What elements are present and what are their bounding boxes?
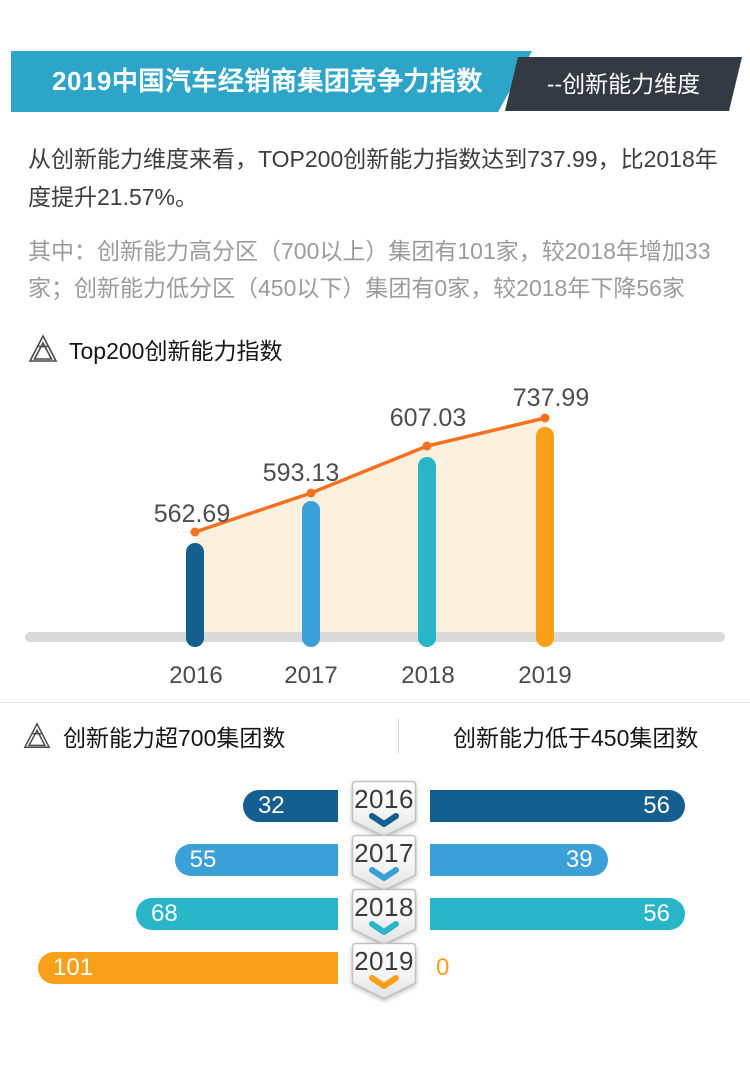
high-value-2017: 55 <box>189 846 217 873</box>
badge-year-label: 2016 <box>354 784 414 814</box>
high-groups-title: 创新能力超700集团数 <box>63 725 286 751</box>
x-tick-2016: 2016 <box>169 662 222 689</box>
intro-section: 从创新能力维度来看，TOP200创新能力指数达到737.99，比2018年度提升… <box>0 126 750 307</box>
high-value-2016: 32 <box>257 792 285 819</box>
section-divider <box>0 702 750 703</box>
intro-paragraph-1: 从创新能力维度来看，TOP200创新能力指数达到737.99，比2018年度提升… <box>28 146 718 210</box>
row-2017: 55 2017 39 <box>0 833 750 892</box>
high-bar-2018: 68 <box>136 898 338 930</box>
value-label-2016: 562.69 <box>154 500 230 528</box>
low-value-2016: 56 <box>643 792 670 819</box>
chevron-down-icon <box>369 975 399 989</box>
intro-paragraph-2: 其中：创新能力高分区（700以上）集团有101家，较2018年增加33家；创新能… <box>28 238 711 301</box>
low-bar-2016: 56 <box>430 790 685 822</box>
low-value-2018: 56 <box>643 900 670 927</box>
bar-2016 <box>186 543 204 647</box>
index-chart-title-row: Top200创新能力指数 <box>28 333 750 365</box>
dot-2017 <box>306 488 316 498</box>
bar-2017 <box>302 501 320 647</box>
chevron-down-icon <box>369 921 399 935</box>
bar-2019 <box>536 427 554 647</box>
row-2016: 32 2016 56 <box>0 779 750 838</box>
triangle-logo-icon <box>28 334 58 364</box>
page-subtitle: --创新能力维度 <box>505 57 742 111</box>
year-badge-2016: 2016 <box>351 780 417 838</box>
high-value-2018: 68 <box>151 900 178 927</box>
page-title: 2019中国汽车经销商集团竞争力指数 <box>11 51 532 112</box>
bar-2018 <box>418 457 436 647</box>
x-tick-2017: 2017 <box>284 662 337 689</box>
index-line-chart: 562.69 593.13 607.03 737.99 2016 2017 20… <box>25 384 725 689</box>
x-tick-2018: 2018 <box>401 662 454 689</box>
high-value-2019: 101 <box>53 954 94 981</box>
year-badge-2017: 2017 <box>351 834 417 892</box>
value-label-2017: 593.13 <box>263 459 339 487</box>
area-fill <box>195 418 545 636</box>
vertical-divider <box>398 719 399 753</box>
triangle-logo-icon <box>23 722 51 750</box>
badge-year-label: 2019 <box>354 946 414 976</box>
high-bar-2016: 32 <box>242 790 338 822</box>
low-bar-2018: 56 <box>430 898 685 930</box>
index-chart-title: Top200创新能力指数 <box>69 338 283 364</box>
high-groups-title-row: 创新能力超700集团数 <box>23 719 398 753</box>
low-groups-title: 创新能力低于450集团数 <box>453 725 699 751</box>
high-bar-2019: 101 <box>38 952 338 984</box>
badge-year-label: 2017 <box>354 838 414 868</box>
value-label-2018: 607.03 <box>390 404 466 432</box>
x-tick-2019: 2019 <box>518 662 571 689</box>
x-axis-baseline <box>25 632 725 642</box>
low-bar-2019: 0 <box>430 952 449 984</box>
chevron-down-icon <box>369 867 399 881</box>
row-2018: 68 2018 56 <box>0 887 750 946</box>
chevron-down-icon <box>369 813 399 827</box>
groups-chart-titles: 创新能力超700集团数 创新能力低于450集团数 <box>0 716 750 756</box>
value-label-2019: 737.99 <box>513 384 589 412</box>
dot-2016 <box>190 527 200 537</box>
dot-2019 <box>540 413 550 423</box>
trend-line <box>194 416 546 534</box>
badge-year-label: 2018 <box>354 892 414 922</box>
low-bar-2017: 39 <box>430 844 608 876</box>
low-value-2017: 39 <box>565 846 593 873</box>
year-badge-2019: 2019 <box>351 942 417 1000</box>
row-2019: 101 2019 0 <box>0 941 750 1000</box>
high-bar-2017: 55 <box>174 844 338 876</box>
low-value-2019: 0 <box>436 954 450 981</box>
year-badge-2018: 2018 <box>351 888 417 946</box>
dot-2018 <box>422 441 432 451</box>
header-banner: 2019中国汽车经销商集团竞争力指数 --创新能力维度 <box>0 0 750 126</box>
groups-mirrored-bars: 32 2016 56 55 <box>0 779 750 1000</box>
